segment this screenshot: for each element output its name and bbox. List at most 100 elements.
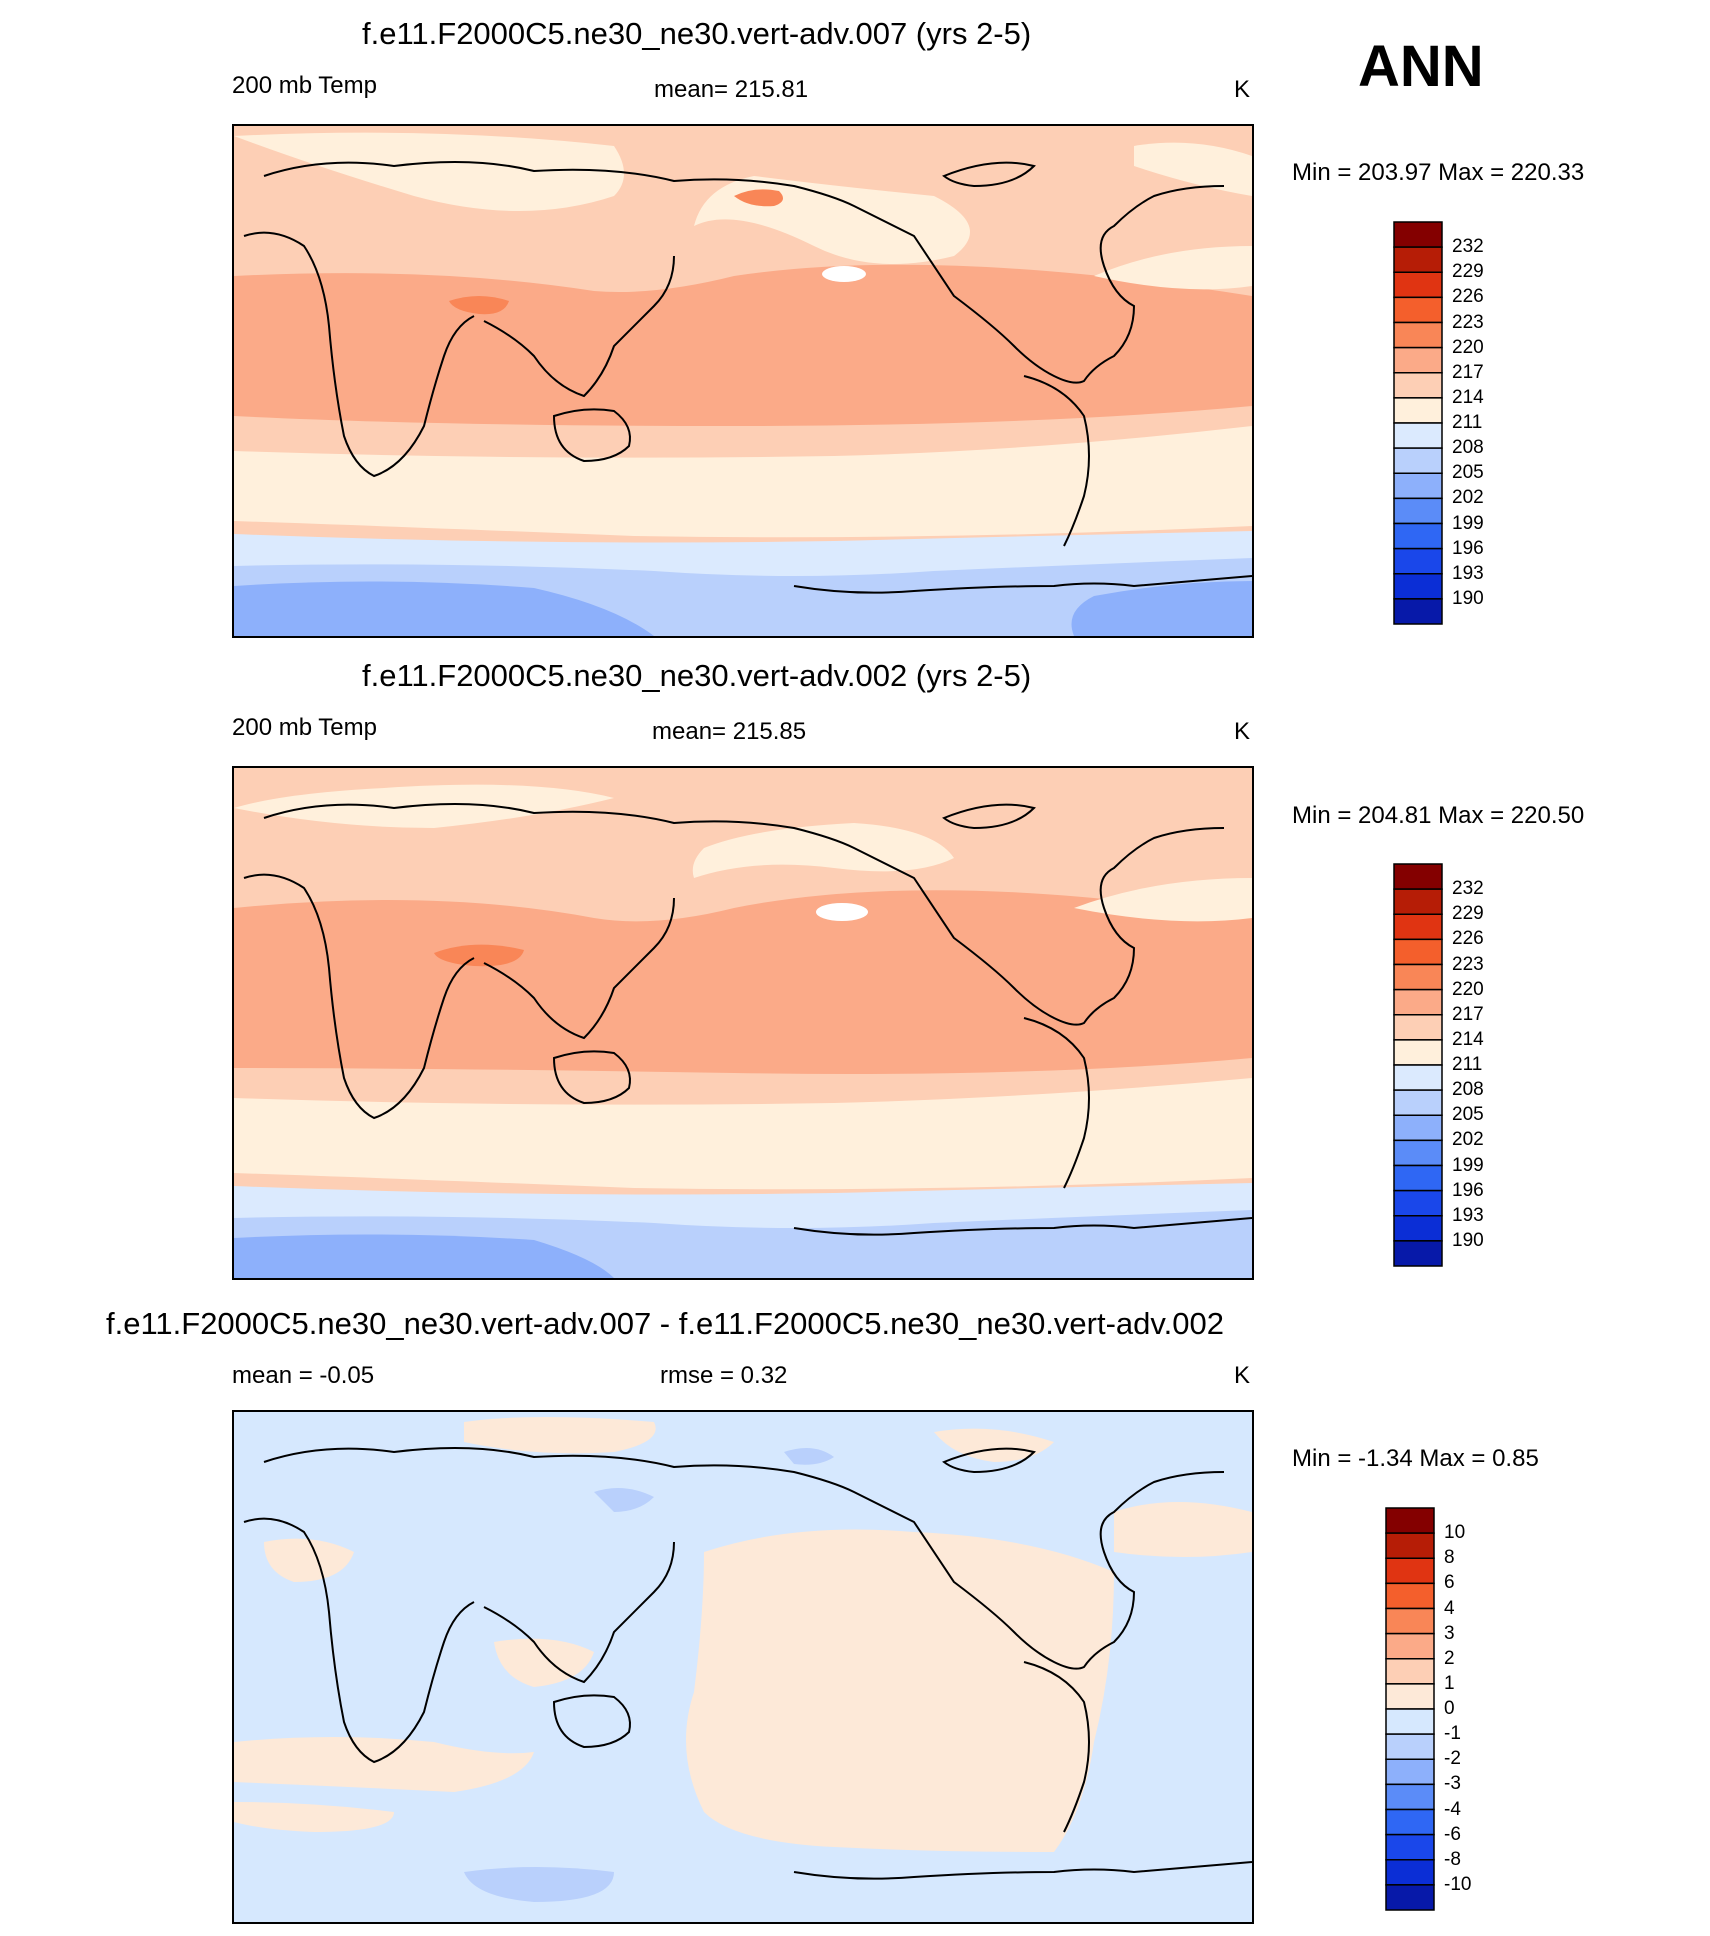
- colorbar-box: [1393, 1014, 1443, 1041]
- colorbar-box: [1393, 863, 1443, 890]
- panel-1-colorbar: [1393, 221, 1443, 625]
- colorbar-tick-label: 0: [1444, 1698, 1455, 1719]
- colorbar-tick-label: -4: [1444, 1798, 1461, 1820]
- colorbar-box: [1393, 497, 1443, 525]
- panel-3-colorbar: [1385, 1507, 1435, 1911]
- colorbar-tick-label: 8: [1444, 1547, 1455, 1569]
- panel-2-range-label: Min = 204.81 Max = 220.50: [1292, 802, 1585, 829]
- panel-3-map: [232, 1410, 1254, 1924]
- colorbar-tick-label: 229: [1452, 261, 1484, 283]
- colorbar-tick-label: -10: [1444, 1873, 1472, 1895]
- colorbar-box: [1385, 1532, 1435, 1559]
- colorbar-box: [1385, 1859, 1435, 1886]
- panel-2-mean-label: mean= 215.85: [652, 718, 807, 745]
- colorbar-box: [1393, 938, 1443, 966]
- colorbar-box: [1393, 1139, 1443, 1167]
- colorbar-tick-label: 226: [1452, 928, 1484, 950]
- colorbar-box: [1385, 1557, 1435, 1585]
- colorbar-box: [1393, 246, 1443, 273]
- colorbar-tick-label: 6: [1444, 1572, 1455, 1594]
- colorbar-tick-label: 193: [1452, 562, 1484, 584]
- colorbar-tick-label: 220: [1452, 336, 1484, 358]
- colorbar-tick-label: -1: [1444, 1723, 1461, 1745]
- colorbar-box: [1385, 1708, 1435, 1735]
- colorbar-tick-label: -6: [1444, 1823, 1461, 1845]
- colorbar-box: [1393, 321, 1443, 349]
- colorbar-tick-label: 232: [1452, 878, 1484, 900]
- colorbar-box: [1393, 447, 1443, 474]
- colorbar-tick-label: 208: [1452, 1079, 1484, 1101]
- colorbar-tick-label: 223: [1452, 953, 1484, 975]
- colorbar-tick-label: 199: [1452, 1154, 1484, 1176]
- colorbar-box: [1393, 1189, 1443, 1217]
- colorbar-box: [1393, 913, 1443, 941]
- colorbar-box: [1393, 1089, 1443, 1116]
- panel-1-map: [232, 124, 1254, 638]
- colorbar-tick-label: 211: [1452, 412, 1483, 433]
- panel-3-units-label: K: [1234, 1362, 1251, 1389]
- colorbar-tick-label: 199: [1452, 512, 1484, 534]
- colorbar-tick-label: 232: [1452, 236, 1484, 258]
- panel-2-title: f.e11.F2000C5.ne30_ne30.vert-adv.002 (yr…: [362, 658, 1032, 693]
- colorbar-tick-label: 196: [1452, 537, 1484, 559]
- colorbar-tick-label: 1: [1444, 1672, 1455, 1694]
- colorbar-tick-label: 229: [1452, 903, 1484, 925]
- panel-1-mean-label: mean= 215.81: [654, 76, 809, 103]
- panel-3-field: [234, 1412, 1252, 1922]
- panel-2-variable-label: 200 mb Temp: [232, 714, 377, 741]
- colorbar-box: [1385, 1808, 1435, 1836]
- panel-1-title: f.e11.F2000C5.ne30_ne30.vert-adv.007 (yr…: [362, 16, 1032, 51]
- colorbar-tick-label: 193: [1452, 1204, 1484, 1226]
- colorbar-tick-label: 4: [1444, 1597, 1455, 1619]
- colorbar-box: [1385, 1658, 1435, 1685]
- colorbar-tick-label: -2: [1444, 1748, 1461, 1770]
- colorbar-box: [1393, 372, 1443, 399]
- panel-3-title: f.e11.F2000C5.ne30_ne30.vert-adv.007 - f…: [106, 1306, 1224, 1341]
- colorbar-box: [1393, 271, 1443, 299]
- colorbar-tick-label: 214: [1452, 1028, 1484, 1050]
- panel-2-units-label: K: [1234, 718, 1251, 745]
- colorbar-box: [1393, 888, 1443, 915]
- colorbar-box: [1385, 1507, 1435, 1534]
- colorbar-tick-label: 202: [1452, 487, 1484, 509]
- colorbar-tick-label: 223: [1452, 311, 1484, 333]
- season-label: ANN: [1358, 34, 1484, 99]
- colorbar-box: [1393, 1164, 1443, 1192]
- colorbar-box: [1393, 963, 1443, 991]
- colorbar-tick-label: 214: [1452, 386, 1484, 408]
- colorbar-box: [1393, 397, 1443, 424]
- colorbar-tick-label: 10: [1444, 1522, 1466, 1544]
- colorbar-tick-label: 205: [1452, 462, 1484, 484]
- colorbar-tick-label: 196: [1452, 1179, 1484, 1201]
- panel-1-variable-label: 200 mb Temp: [232, 72, 377, 99]
- colorbar-box: [1393, 522, 1443, 550]
- colorbar-box: [1393, 1064, 1443, 1091]
- colorbar-box: [1393, 296, 1443, 324]
- colorbar-box: [1393, 547, 1443, 575]
- panel-3-rmse-label: rmse = 0.32: [660, 1362, 788, 1389]
- colorbar-box: [1393, 1240, 1443, 1267]
- colorbar-box: [1385, 1884, 1435, 1911]
- colorbar-tick-label: 211: [1452, 1054, 1483, 1075]
- colorbar-box: [1393, 221, 1443, 248]
- colorbar-tick-label: -8: [1444, 1848, 1461, 1870]
- colorbar-box: [1385, 1783, 1435, 1811]
- colorbar-box: [1393, 573, 1443, 600]
- colorbar-box: [1393, 346, 1443, 374]
- colorbar-box: [1385, 1733, 1435, 1760]
- colorbar-tick-label: 217: [1452, 361, 1484, 383]
- colorbar-box: [1385, 1632, 1435, 1660]
- colorbar-tick-label: -3: [1444, 1773, 1461, 1795]
- panel-1-field: [234, 126, 1252, 636]
- colorbar-box: [1393, 1215, 1443, 1242]
- colorbar-box: [1393, 1114, 1443, 1142]
- colorbar-tick-label: 226: [1452, 286, 1484, 308]
- panel-1-range-label: Min = 203.97 Max = 220.33: [1292, 159, 1585, 186]
- colorbar-tick-label: 205: [1452, 1104, 1484, 1126]
- colorbar-tick-label: 190: [1452, 1229, 1484, 1251]
- colorbar-tick-label: 208: [1452, 437, 1484, 459]
- colorbar-box: [1393, 598, 1443, 625]
- panel-2-map: [232, 766, 1254, 1280]
- panel-2-field: [234, 768, 1252, 1278]
- colorbar-box: [1385, 1683, 1435, 1710]
